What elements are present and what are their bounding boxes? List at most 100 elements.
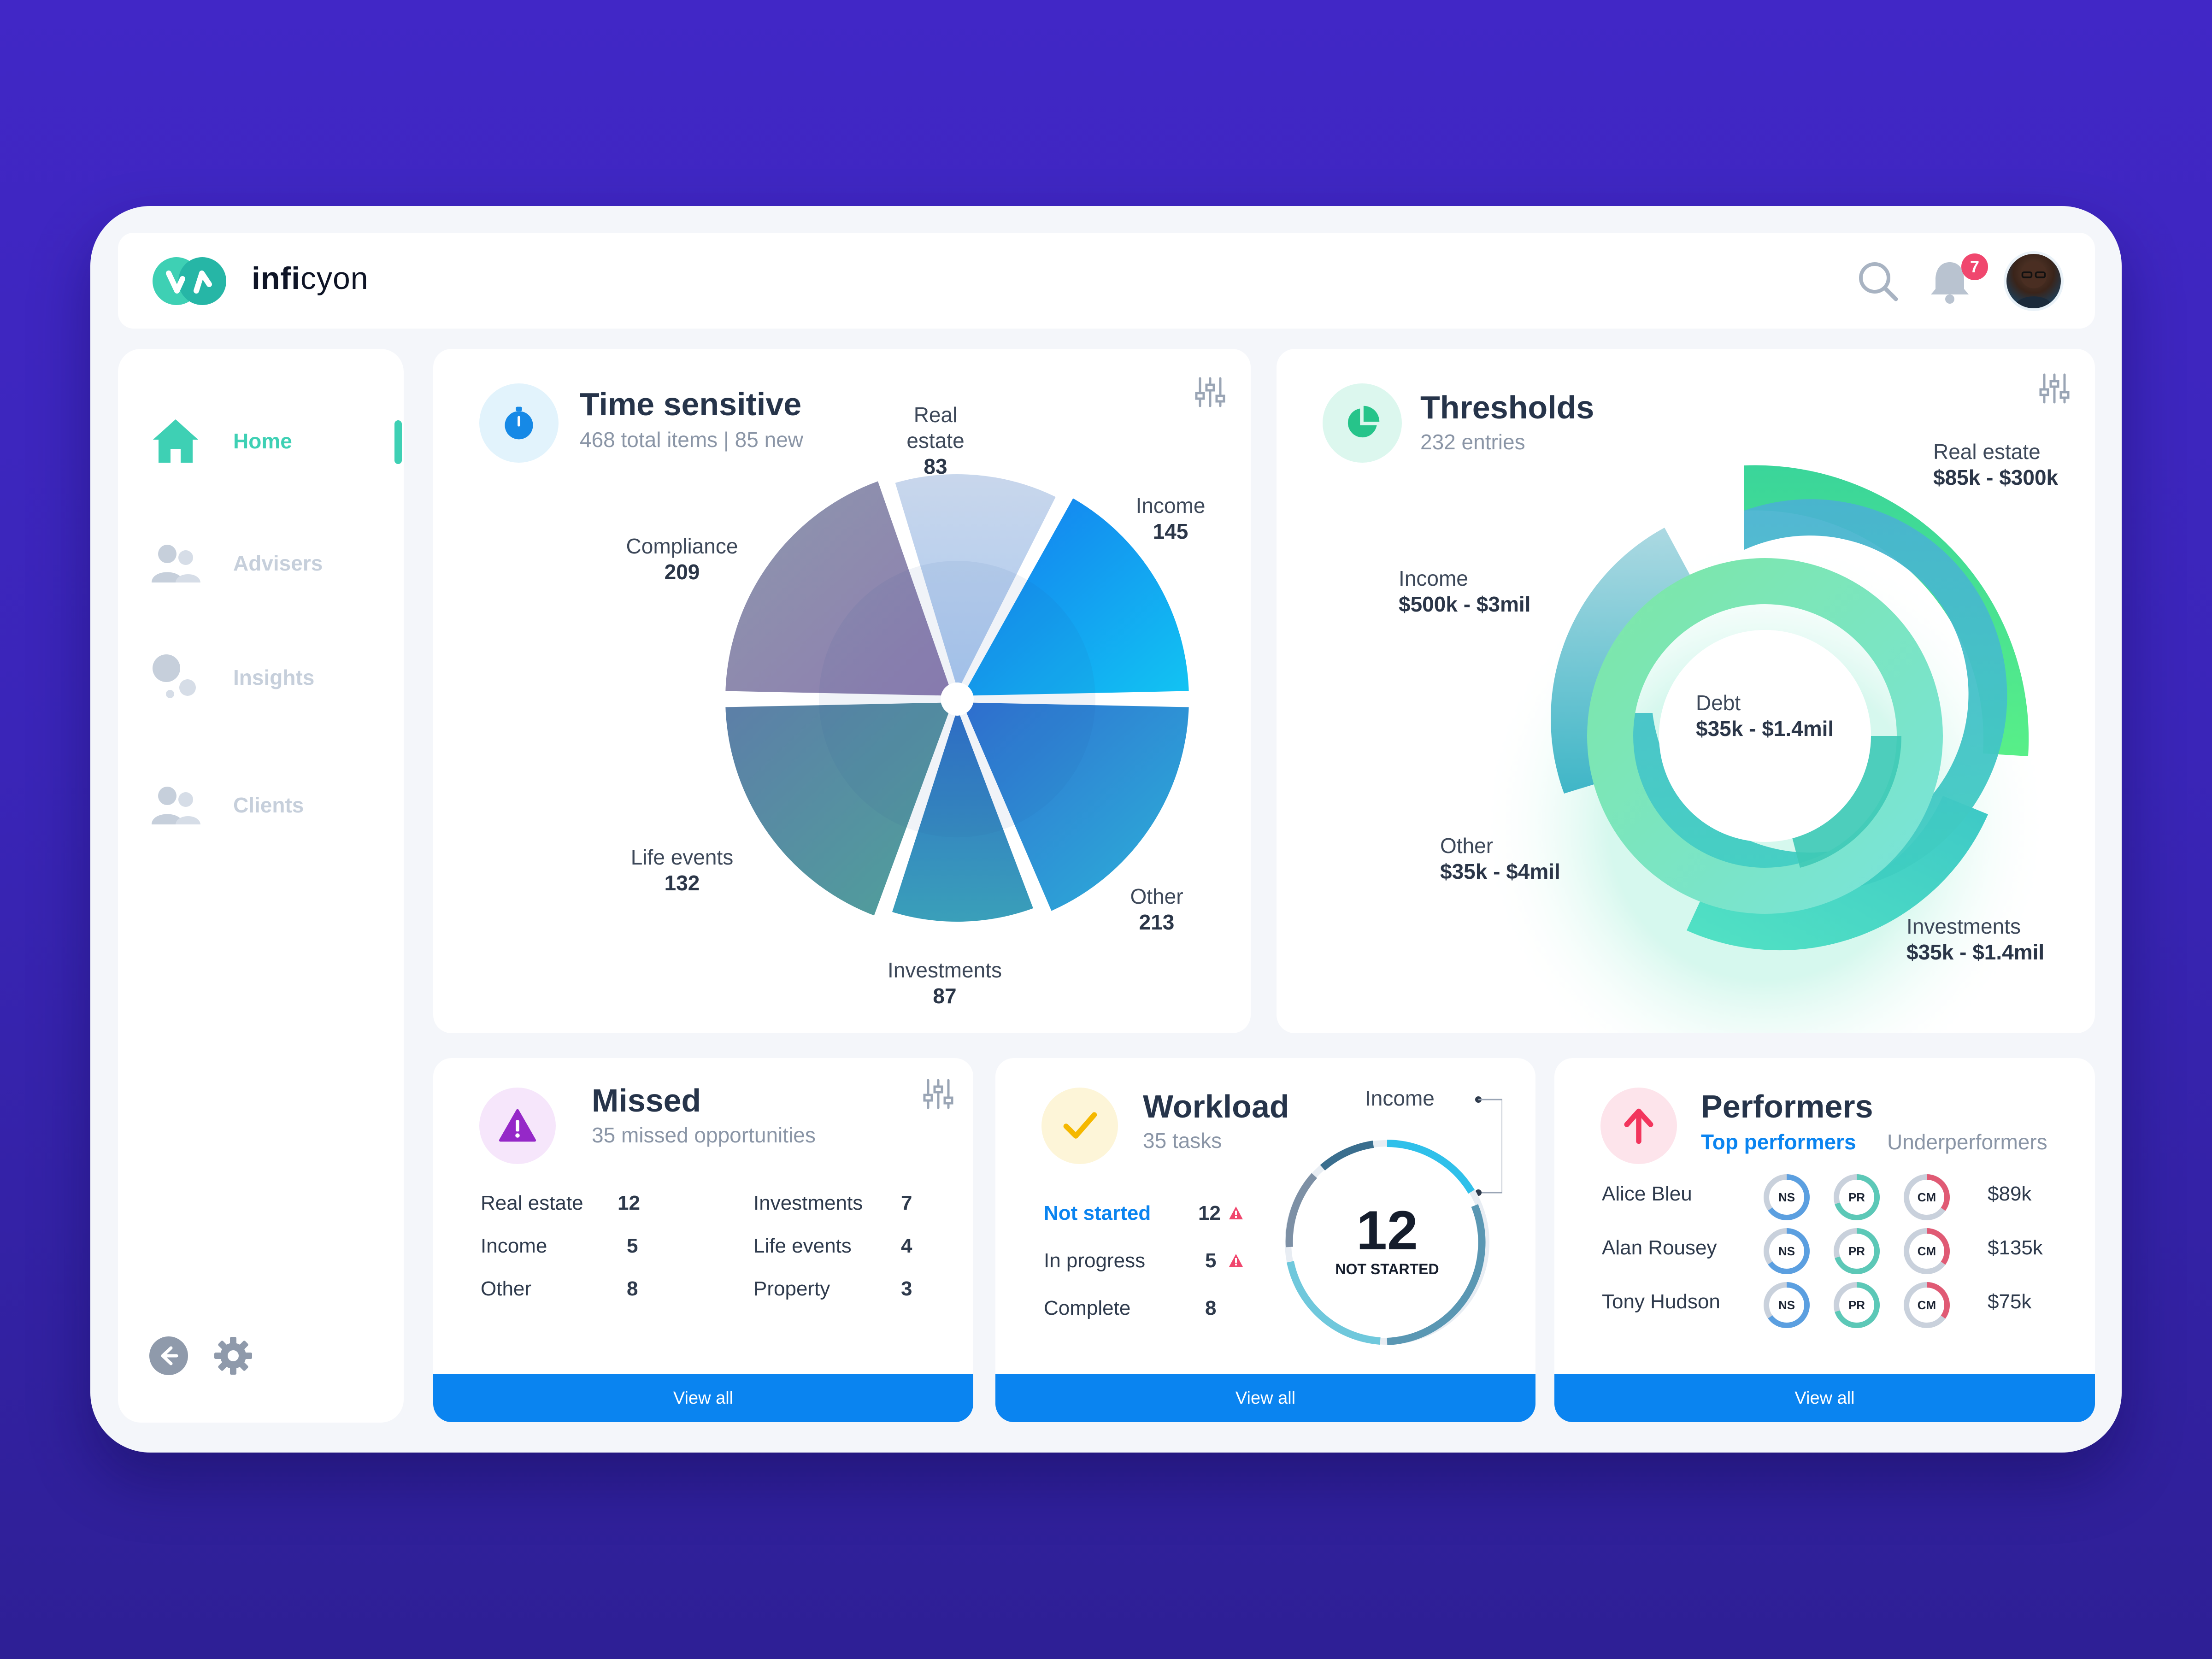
brand-name: inficyon (252, 261, 369, 296)
filter-icon[interactable] (922, 1077, 955, 1111)
performer-ring-pr: PR (1834, 1228, 1880, 1274)
ring-income (1551, 528, 1691, 794)
tab-underperformers[interactable]: Underperformers (1887, 1130, 2047, 1154)
performer-ring-label: CM (1918, 1244, 1936, 1258)
card-subtitle: 468 total items | 85 new (580, 428, 803, 452)
threshold-label-investments: Investments $35k - $1.4mil (1906, 914, 2045, 964)
users-icon (146, 533, 206, 593)
notification-badge: 7 (1961, 253, 1988, 280)
gauge-label: NOT STARTED (1335, 1261, 1439, 1277)
pie-slice-investments[interactable] (885, 696, 1041, 928)
missed-row-label: Income (481, 1235, 547, 1257)
workload-row-value: 12 (1198, 1202, 1221, 1224)
time-sensitive-card: Time sensitive 468 total items | 85 new … (433, 349, 1251, 1033)
pie-chart-icon (1323, 383, 1402, 463)
filter-icon[interactable] (2038, 372, 2071, 405)
gear-icon[interactable] (212, 1335, 254, 1377)
sidebar-item-label: Advisers (233, 551, 323, 575)
bell-icon[interactable] (1924, 256, 1975, 306)
missed-row-value: 5 (627, 1235, 638, 1257)
performer-name[interactable]: Alice Bleu (1602, 1182, 1692, 1205)
performer-ring-ns: NS (1764, 1174, 1810, 1220)
sidebar-item-label: Clients (233, 793, 304, 817)
workload-row-value: 8 (1205, 1297, 1217, 1319)
checkmark-icon (1041, 1088, 1118, 1164)
performer-ring-cm: CM (1904, 1174, 1950, 1220)
performer-name[interactable]: Tony Hudson (1602, 1290, 1720, 1313)
performer-ring-cm: CM (1904, 1228, 1950, 1274)
card-title: Performers (1701, 1088, 1873, 1124)
thresholds-ring-chart (1479, 465, 2051, 1033)
income-dropdown[interactable]: Income (1365, 1086, 1435, 1110)
workload-view-all-button[interactable]: View all (995, 1374, 1535, 1422)
missed-row-label: Property (753, 1277, 830, 1300)
pie-slice-real-estate[interactable] (888, 468, 1064, 702)
workload-row-label[interactable]: Not started (1044, 1202, 1151, 1224)
threshold-label-income: Income $500k - $3mil (1399, 566, 1531, 616)
alert-icon (1229, 1206, 1243, 1219)
pie-label-real-estate: Real estate 83 (906, 403, 965, 478)
threshold-label-debt: Debt $35k - $1.4mil (1696, 691, 1834, 741)
ring-inner-green (1587, 558, 1943, 914)
pie-label-investments: Investments 87 (888, 958, 1002, 1008)
card-title: Workload (1143, 1088, 1289, 1124)
workload-card: Workload 35 tasks Income Not started 12 … (995, 1058, 1535, 1422)
performer-ring-label: NS (1778, 1298, 1795, 1312)
logout-icon[interactable] (148, 1335, 189, 1377)
performer-ring-label: PR (1848, 1190, 1865, 1204)
pie-label-compliance: Compliance 209 (626, 534, 738, 584)
sidebar-item-label: Insights (233, 665, 315, 689)
missed-row-value: 4 (901, 1235, 912, 1257)
alert-icon (1229, 1254, 1243, 1267)
performer-name[interactable]: Alan Rousey (1602, 1236, 1717, 1259)
missed-card: Missed 35 missed opportunities Real esta… (433, 1058, 973, 1422)
workload-row-label[interactable]: Complete (1044, 1297, 1131, 1319)
workload-row-value: 5 (1205, 1249, 1217, 1272)
pie-slice-compliance[interactable] (719, 474, 960, 702)
tab-top-performers[interactable]: Top performers (1701, 1130, 1856, 1154)
pie-slice-other[interactable] (954, 696, 1195, 918)
performer-ring-label: PR (1848, 1244, 1865, 1258)
arrow-up-icon (1600, 1088, 1677, 1164)
search-icon[interactable] (1855, 259, 1901, 305)
performer-amount: $135k (1988, 1236, 2043, 1259)
user-avatar[interactable] (2004, 251, 2064, 311)
pie-center-dot (941, 682, 974, 716)
card-subtitle: 35 missed opportunities (592, 1123, 816, 1147)
filter-icon[interactable] (1194, 376, 1227, 409)
missed-row-label: Real estate (481, 1192, 583, 1214)
performers-view-all-button[interactable]: View all (1554, 1374, 2095, 1422)
active-indicator (394, 420, 402, 464)
performer-ring-ns: NS (1764, 1282, 1810, 1328)
missed-row-value: 8 (627, 1277, 638, 1300)
sidebar-item-clients[interactable]: Clients (146, 773, 385, 837)
pie-label-life-events: Life events 132 (630, 845, 734, 895)
users-icon (146, 775, 206, 835)
missed-row-label: Other (481, 1277, 532, 1300)
performer-ring-ns: NS (1764, 1228, 1810, 1274)
sidebar-item-label: Home (233, 429, 292, 453)
performer-ring-label: CM (1918, 1190, 1936, 1204)
card-subtitle: 232 entries (1420, 430, 1525, 454)
performers-card: Performers Top performers Underperformer… (1554, 1058, 2095, 1422)
card-title: Missed (592, 1082, 701, 1118)
performer-ring-pr: PR (1834, 1174, 1880, 1220)
workload-row-label[interactable]: In progress (1044, 1249, 1146, 1272)
sidebar-item-advisers[interactable]: Advisers (146, 531, 385, 595)
sidebar-item-home[interactable]: Home (146, 409, 385, 473)
home-icon (146, 411, 206, 471)
time-sensitive-pie-chart (719, 468, 1195, 928)
performer-ring-pr: PR (1834, 1282, 1880, 1328)
performer-ring-label: PR (1848, 1298, 1865, 1312)
warning-icon (479, 1088, 556, 1164)
card-title: Time sensitive (580, 386, 802, 422)
pie-label-income: Income 145 (1135, 494, 1206, 543)
pie-slice-life-events[interactable] (719, 696, 960, 923)
inficyon-logo-icon (153, 257, 226, 305)
pie-label-other: Other 213 (1130, 884, 1183, 934)
pie-slice-income[interactable] (954, 490, 1195, 702)
performer-ring-label: NS (1778, 1244, 1795, 1258)
missed-row-value: 12 (618, 1192, 640, 1214)
sidebar-item-insights[interactable]: Insights (146, 645, 385, 710)
missed-view-all-button[interactable]: View all (433, 1374, 973, 1422)
